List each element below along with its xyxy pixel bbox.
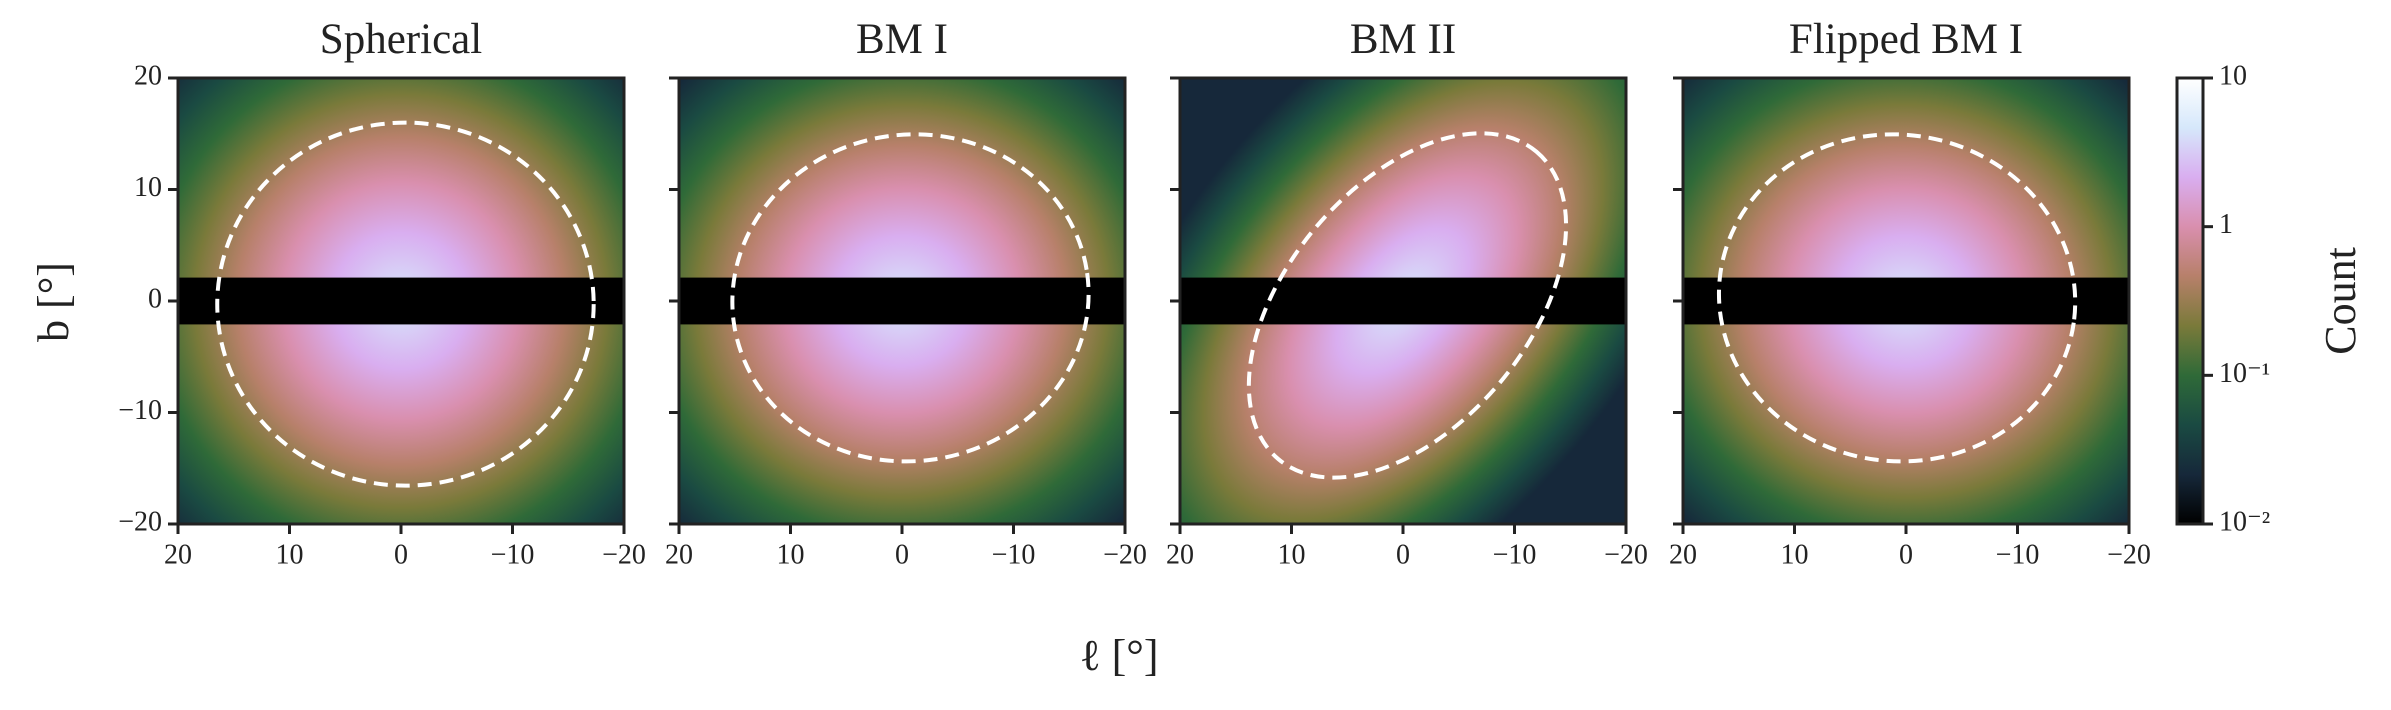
x-tick-label: 10 [777,539,805,570]
colorbar-label: Count [2316,247,2365,355]
x-tick-label: 20 [1166,539,1194,570]
y-tick-label: −20 [118,506,162,537]
x-tick-label: −10 [1996,539,2040,570]
x-tick-label: 20 [665,539,693,570]
contour [730,132,1091,464]
x-tick-label: 10 [1278,539,1306,570]
x-axis-label: ℓ [°] [1080,631,1159,680]
panel-title: BM I [856,16,948,63]
colorbar-tick-label: 10 [2219,60,2247,91]
y-tick-label: 20 [134,60,162,91]
colorbar-tick-label: 10⁻¹ [2219,358,2270,389]
y-tick-label: −10 [118,395,162,426]
contour [1716,132,2078,464]
contour [1246,131,1569,480]
masked-band [1683,277,2129,325]
colorbar-tick-label: 1 [2219,209,2233,240]
panel-title: BM II [1350,16,1456,63]
x-tick-label: −10 [1493,539,1537,570]
x-tick-label: 0 [394,539,408,570]
x-tick-label: 0 [1899,539,1913,570]
x-tick-label: −20 [602,539,646,570]
panel-title: Spherical [320,16,482,63]
x-tick-label: −10 [992,539,1036,570]
x-tick-label: −20 [1103,539,1147,570]
x-tick-label: 0 [1396,539,1410,570]
y-axis-label: b [°] [29,262,78,342]
x-tick-label: 20 [1669,539,1697,570]
x-tick-label: 20 [164,539,192,570]
x-tick-label: 10 [1781,539,1809,570]
panel-title: Flipped BM I [1789,16,2023,63]
x-tick-label: 10 [276,539,304,570]
x-tick-label: −10 [491,539,535,570]
x-tick-label: 0 [895,539,909,570]
masked-band [1180,277,1626,325]
y-tick-label: 0 [148,283,162,314]
masked-band [679,277,1125,325]
masked-band [178,277,624,325]
colorbar-tick-label: 10⁻² [2219,506,2270,537]
colorbar [2175,76,2205,526]
y-tick-label: 10 [134,172,162,203]
x-tick-label: −20 [2107,539,2151,570]
contour [215,120,596,488]
x-tick-label: −20 [1604,539,1648,570]
